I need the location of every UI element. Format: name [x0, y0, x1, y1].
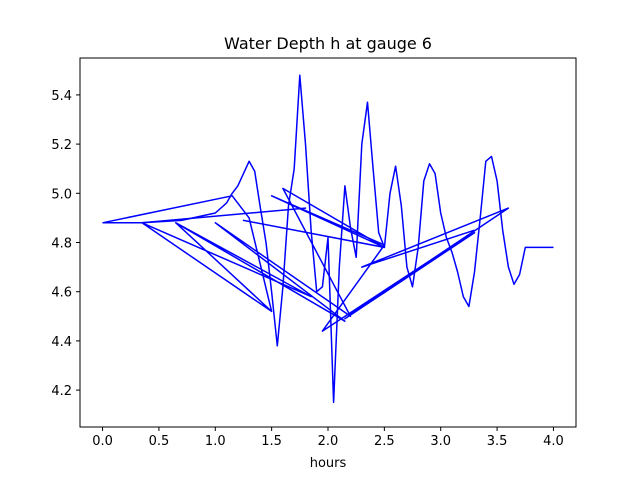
y-tick-label: 4.4	[51, 335, 72, 350]
x-tick-label: 4.0	[543, 434, 564, 449]
y-axis-ticks: 4.2 4.4 4.6 4.8 5.0 5.2 5.4	[51, 89, 80, 399]
x-tick-label: 3.0	[430, 434, 451, 449]
x-tick-label: 2.5	[374, 434, 395, 449]
series-line-1	[102, 187, 510, 332]
series-line-0	[102, 74, 554, 404]
x-tick-label: 2.0	[318, 434, 339, 449]
series-layer	[102, 74, 554, 404]
x-tick-label: 3.5	[487, 434, 508, 449]
y-tick-label: 5.4	[51, 89, 72, 104]
x-axis-label: hours	[310, 456, 347, 471]
x-tick-label: 1.5	[261, 434, 282, 449]
x-axis-ticks: 0.0 0.5 1.0 1.5 2.0 2.5 3.0 3.5 4.0	[92, 427, 564, 449]
x-tick-label: 0.0	[92, 434, 113, 449]
y-tick-label: 5.0	[51, 187, 72, 202]
y-tick-label: 4.6	[51, 286, 72, 301]
x-tick-label: 0.5	[149, 434, 170, 449]
x-tick-label: 1.0	[205, 434, 226, 449]
y-tick-label: 5.2	[51, 138, 72, 153]
chart-title: Water Depth h at gauge 6	[224, 34, 432, 53]
y-tick-label: 4.8	[51, 237, 72, 252]
y-tick-label: 4.2	[51, 384, 72, 399]
